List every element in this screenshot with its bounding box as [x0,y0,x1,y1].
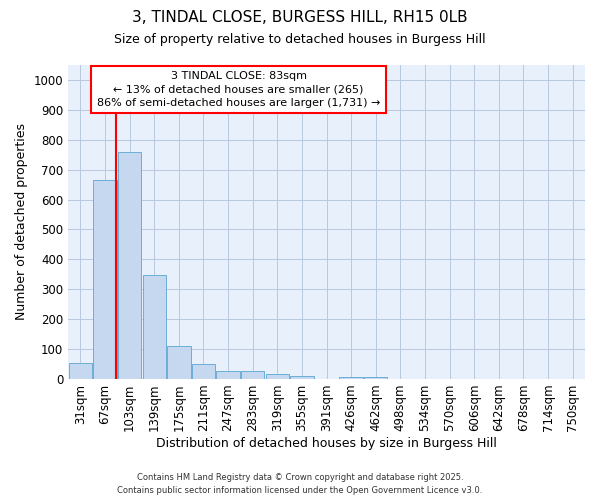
Bar [167,346,191,379]
Bar [192,364,215,379]
Text: 3 TINDAL CLOSE: 83sqm
← 13% of detached houses are smaller (265)
86% of semi-det: 3 TINDAL CLOSE: 83sqm ← 13% of detached … [97,72,380,108]
Text: Size of property relative to detached houses in Burgess Hill: Size of property relative to detached ho… [114,32,486,46]
Bar [143,275,166,379]
Bar [340,378,363,379]
Text: Contains HM Land Registry data © Crown copyright and database right 2025.
Contai: Contains HM Land Registry data © Crown c… [118,474,482,495]
Bar [68,362,92,379]
Bar [118,152,141,379]
X-axis label: Distribution of detached houses by size in Burgess Hill: Distribution of detached houses by size … [156,437,497,450]
Bar [364,378,388,379]
Bar [93,180,116,379]
Text: 3, TINDAL CLOSE, BURGESS HILL, RH15 0LB: 3, TINDAL CLOSE, BURGESS HILL, RH15 0LB [132,10,468,25]
Bar [290,376,314,379]
Bar [217,371,240,379]
Y-axis label: Number of detached properties: Number of detached properties [15,124,28,320]
Bar [241,371,265,379]
Bar [266,374,289,379]
